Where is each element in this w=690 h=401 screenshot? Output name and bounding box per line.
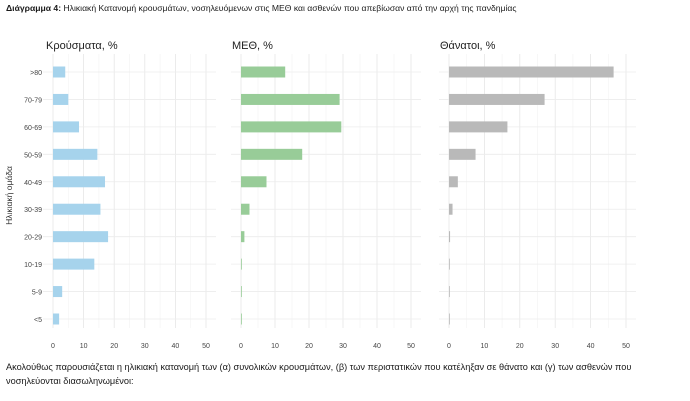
panel-2-bar-10-19 [241, 258, 242, 270]
panel-1-x-tick-label: 20 [110, 343, 118, 350]
panel-1-bar-5-9 [53, 286, 63, 298]
panel-3-x-tick-label: 40 [587, 343, 595, 350]
panel-3-bar-<5 [449, 313, 450, 325]
panel-3-x-tick-label: 0 [447, 343, 451, 350]
panel-1-x-tick-label: 50 [202, 343, 210, 350]
panel-2-x-tick-label: 0 [239, 343, 243, 350]
panel-3-bar-40-49 [449, 176, 458, 188]
panel-1-bar->80 [53, 66, 66, 78]
panel-3-bar-5-9 [449, 286, 450, 298]
panel-3-x-tick-label: 30 [551, 343, 559, 350]
y-axis-label: Ηλικιακή ομάδα [4, 166, 14, 225]
panel-3-x-tick-label: 10 [481, 343, 489, 350]
panel-3-bar-20-29 [449, 231, 451, 243]
panel-2-bar-20-29 [241, 231, 245, 243]
age-distribution-chart: Ηλικιακή ομάδα >80 70-79 60-69 50-59 40-49 30-… [4, 40, 636, 350]
panel-1-title: Κρούσματα, % [46, 40, 118, 52]
panel-3-bar-50-59 [449, 148, 476, 160]
category-tick-label: 20-29 [24, 235, 42, 242]
caption-label: Διάγραμμα 4: [6, 3, 62, 13]
category-tick-label: 30-39 [24, 207, 42, 214]
panel-1-x-tick-label: 0 [51, 343, 55, 350]
panel-1-bar-70-79 [53, 93, 69, 105]
body-paragraph: Ακολούθως παρουσιάζεται η ηλικιακή καταν… [6, 362, 632, 386]
panel-3-x-tick-label: 20 [516, 343, 524, 350]
panel-3-bar-30-39 [449, 203, 453, 215]
panel-2-bar-<5 [241, 313, 242, 325]
panel-3-bar->80 [449, 66, 614, 78]
panel-1-bar-10-19 [53, 258, 95, 270]
panel-1-x-tick-label: 10 [80, 343, 88, 350]
panel-3-title: Θάνατοι, % [440, 40, 496, 52]
panel-2-bar-30-39 [241, 203, 250, 215]
panel-2-bar-60-69 [241, 121, 342, 133]
panel-1-bar-<5 [53, 313, 60, 325]
panel-2-x-tick-label: 10 [271, 343, 279, 350]
panel-3-bar-70-79 [449, 93, 545, 105]
category-tick-label: 60-69 [24, 125, 42, 132]
panel-2-bar->80 [241, 66, 286, 78]
category-tick-label: 40-49 [24, 180, 42, 187]
panel-2-x-tick-label: 50 [407, 343, 415, 350]
panel-1-x-tick-label: 40 [172, 343, 180, 350]
panel-2-x-tick-label: 30 [339, 343, 347, 350]
panel-3-bar-60-69 [449, 121, 508, 133]
panel-2-title: ΜΕΘ, % [232, 40, 273, 52]
panel-2-bar-50-59 [241, 148, 303, 160]
panel-1-bar-40-49 [53, 176, 106, 188]
panel-1-bar-50-59 [53, 148, 98, 160]
panel-1-bar-30-39 [53, 203, 101, 215]
panel-1-bar-60-69 [53, 121, 80, 133]
panel-3-bar-10-19 [449, 258, 450, 270]
caption-text: Ηλικιακή Κατανομή κρουσμάτων, νοσηλευόμε… [63, 3, 517, 13]
panel-1-bar-20-29 [53, 231, 109, 243]
panel-2-bar-70-79 [241, 93, 340, 105]
panel-2-x-tick-label: 20 [305, 343, 313, 350]
category-tick-label: 10-19 [24, 262, 42, 269]
panel-3-x-tick-label: 50 [622, 343, 630, 350]
category-tick-label: 5-9 [32, 290, 42, 297]
panel-2-x-tick-label: 40 [373, 343, 381, 350]
category-tick-label: >80 [30, 70, 42, 77]
panel-1-x-tick-label: 30 [141, 343, 149, 350]
panel-2-bar-5-9 [241, 286, 242, 298]
figure-caption: Διάγραμμα 4: Ηλικιακή Κατανομή κρουσμάτω… [6, 3, 517, 13]
category-tick-label: 70-79 [24, 97, 42, 104]
category-tick-label: <5 [34, 317, 42, 324]
category-tick-label: 50-59 [24, 152, 42, 159]
panel-2-bar-40-49 [241, 176, 267, 188]
